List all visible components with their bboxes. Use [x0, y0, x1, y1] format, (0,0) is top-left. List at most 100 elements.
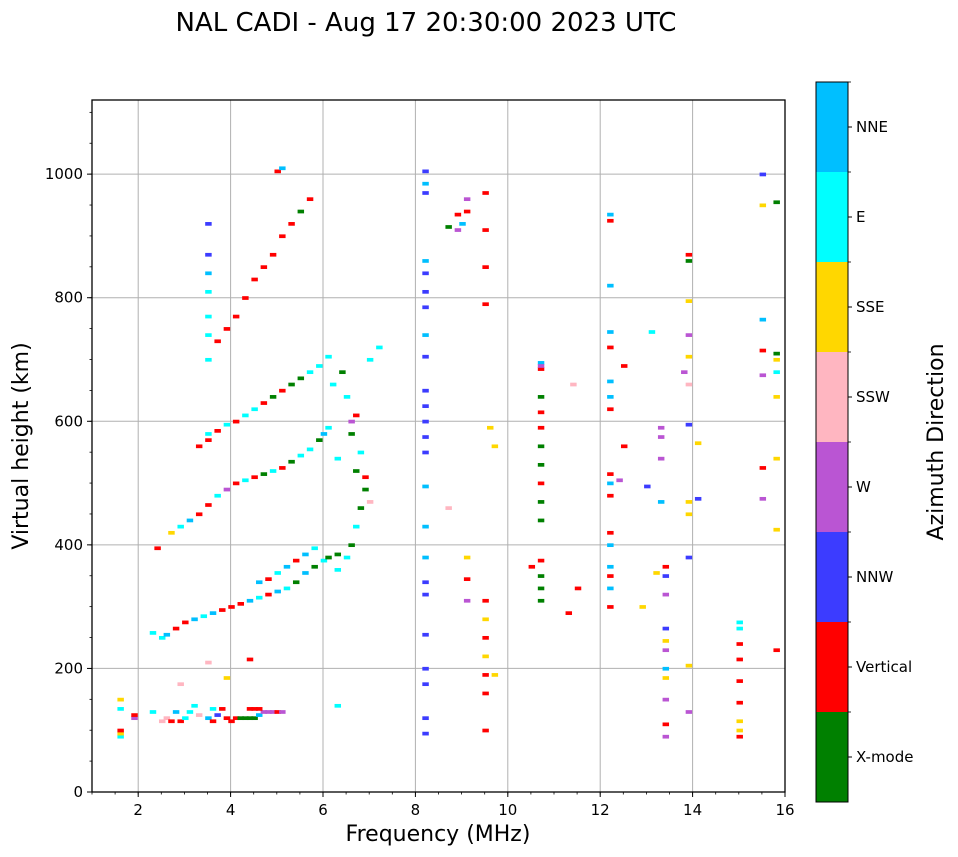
y-axis-label: Virtual height (km) [9, 342, 34, 549]
data-point [685, 333, 693, 337]
data-point [482, 191, 489, 195]
data-point [353, 524, 360, 529]
data-point [537, 574, 545, 578]
data-point [205, 314, 212, 319]
data-point [274, 571, 281, 575]
data-point [685, 422, 693, 427]
data-point [759, 203, 767, 208]
data-point [445, 506, 452, 510]
data-point [223, 487, 231, 492]
data-point [681, 370, 688, 375]
data-point [195, 512, 203, 517]
data-point [232, 419, 240, 424]
data-point [279, 388, 286, 393]
colorbar-swatch [816, 352, 848, 442]
data-point [311, 564, 318, 569]
data-point [366, 357, 374, 362]
data-point [279, 234, 286, 239]
data-point [343, 555, 351, 560]
x-tick-label: 16 [775, 801, 794, 819]
data-point [232, 481, 240, 486]
data-point [320, 432, 328, 436]
data-point [773, 395, 780, 399]
data-point [607, 493, 614, 498]
data-point [616, 478, 623, 483]
data-point [422, 191, 429, 195]
data-point [223, 422, 231, 427]
data-point [274, 710, 281, 714]
data-point [422, 484, 429, 489]
colorbar-tick-label: NNE [856, 118, 888, 136]
data-point [657, 435, 665, 439]
data-point [607, 481, 614, 486]
data-point [459, 222, 466, 226]
colorbar-swatch [816, 442, 848, 532]
data-point [149, 631, 157, 635]
data-point [269, 710, 277, 714]
data-point [265, 592, 272, 597]
data-point [223, 716, 231, 721]
data-point [773, 351, 780, 356]
data-point [274, 169, 281, 174]
data-point [537, 558, 545, 563]
data-point [482, 598, 489, 603]
data-point [163, 632, 171, 637]
data-point [773, 527, 780, 532]
data-point [422, 592, 429, 597]
data-point [736, 657, 743, 662]
data-point [736, 642, 743, 646]
data-point [182, 716, 189, 721]
data-point [607, 605, 614, 609]
data-point [288, 382, 295, 387]
data-point [657, 425, 665, 430]
data-point [302, 571, 309, 575]
data-point [246, 716, 254, 721]
data-point [205, 271, 212, 276]
colorbar-tick-label: SSE [856, 298, 885, 316]
data-point [154, 546, 161, 551]
data-point [607, 283, 614, 288]
data-point [657, 456, 665, 461]
data-point [320, 558, 328, 563]
data-point [214, 429, 221, 433]
data-point [195, 444, 203, 449]
data-point [482, 635, 489, 640]
data-point [376, 345, 383, 350]
data-point [685, 663, 693, 668]
data-point [422, 271, 429, 276]
data-point [209, 719, 217, 724]
data-point [662, 666, 670, 671]
data-points [117, 166, 780, 739]
colorbar-tick-label: SSW [856, 388, 890, 406]
data-point [246, 657, 254, 662]
data-point [482, 265, 489, 269]
data-point [232, 716, 240, 721]
data-point [528, 564, 536, 569]
data-point [662, 592, 670, 597]
data-point [537, 444, 545, 449]
colorbar-swatch [816, 622, 848, 712]
data-point [283, 586, 291, 591]
data-point [223, 676, 231, 680]
x-tick-label: 8 [411, 801, 421, 819]
y-tick-label: 1000 [45, 165, 83, 183]
data-point [214, 339, 221, 344]
data-point [242, 296, 249, 300]
data-point [117, 707, 124, 711]
data-point [773, 648, 780, 653]
data-point [537, 586, 545, 591]
x-tick-label: 12 [591, 801, 610, 819]
colorbar-swatch [816, 262, 848, 352]
data-point [607, 330, 614, 334]
x-axis-ticks: 2 4 6 8 10 12 14 16 [91, 792, 795, 819]
data-point [191, 617, 198, 622]
data-point [537, 481, 545, 486]
data-point [607, 407, 614, 412]
data-point [177, 719, 184, 724]
x-tick-label: 10 [498, 801, 517, 819]
data-point [662, 564, 670, 569]
data-point [422, 259, 429, 263]
data-point [232, 314, 240, 319]
data-point [205, 660, 212, 665]
